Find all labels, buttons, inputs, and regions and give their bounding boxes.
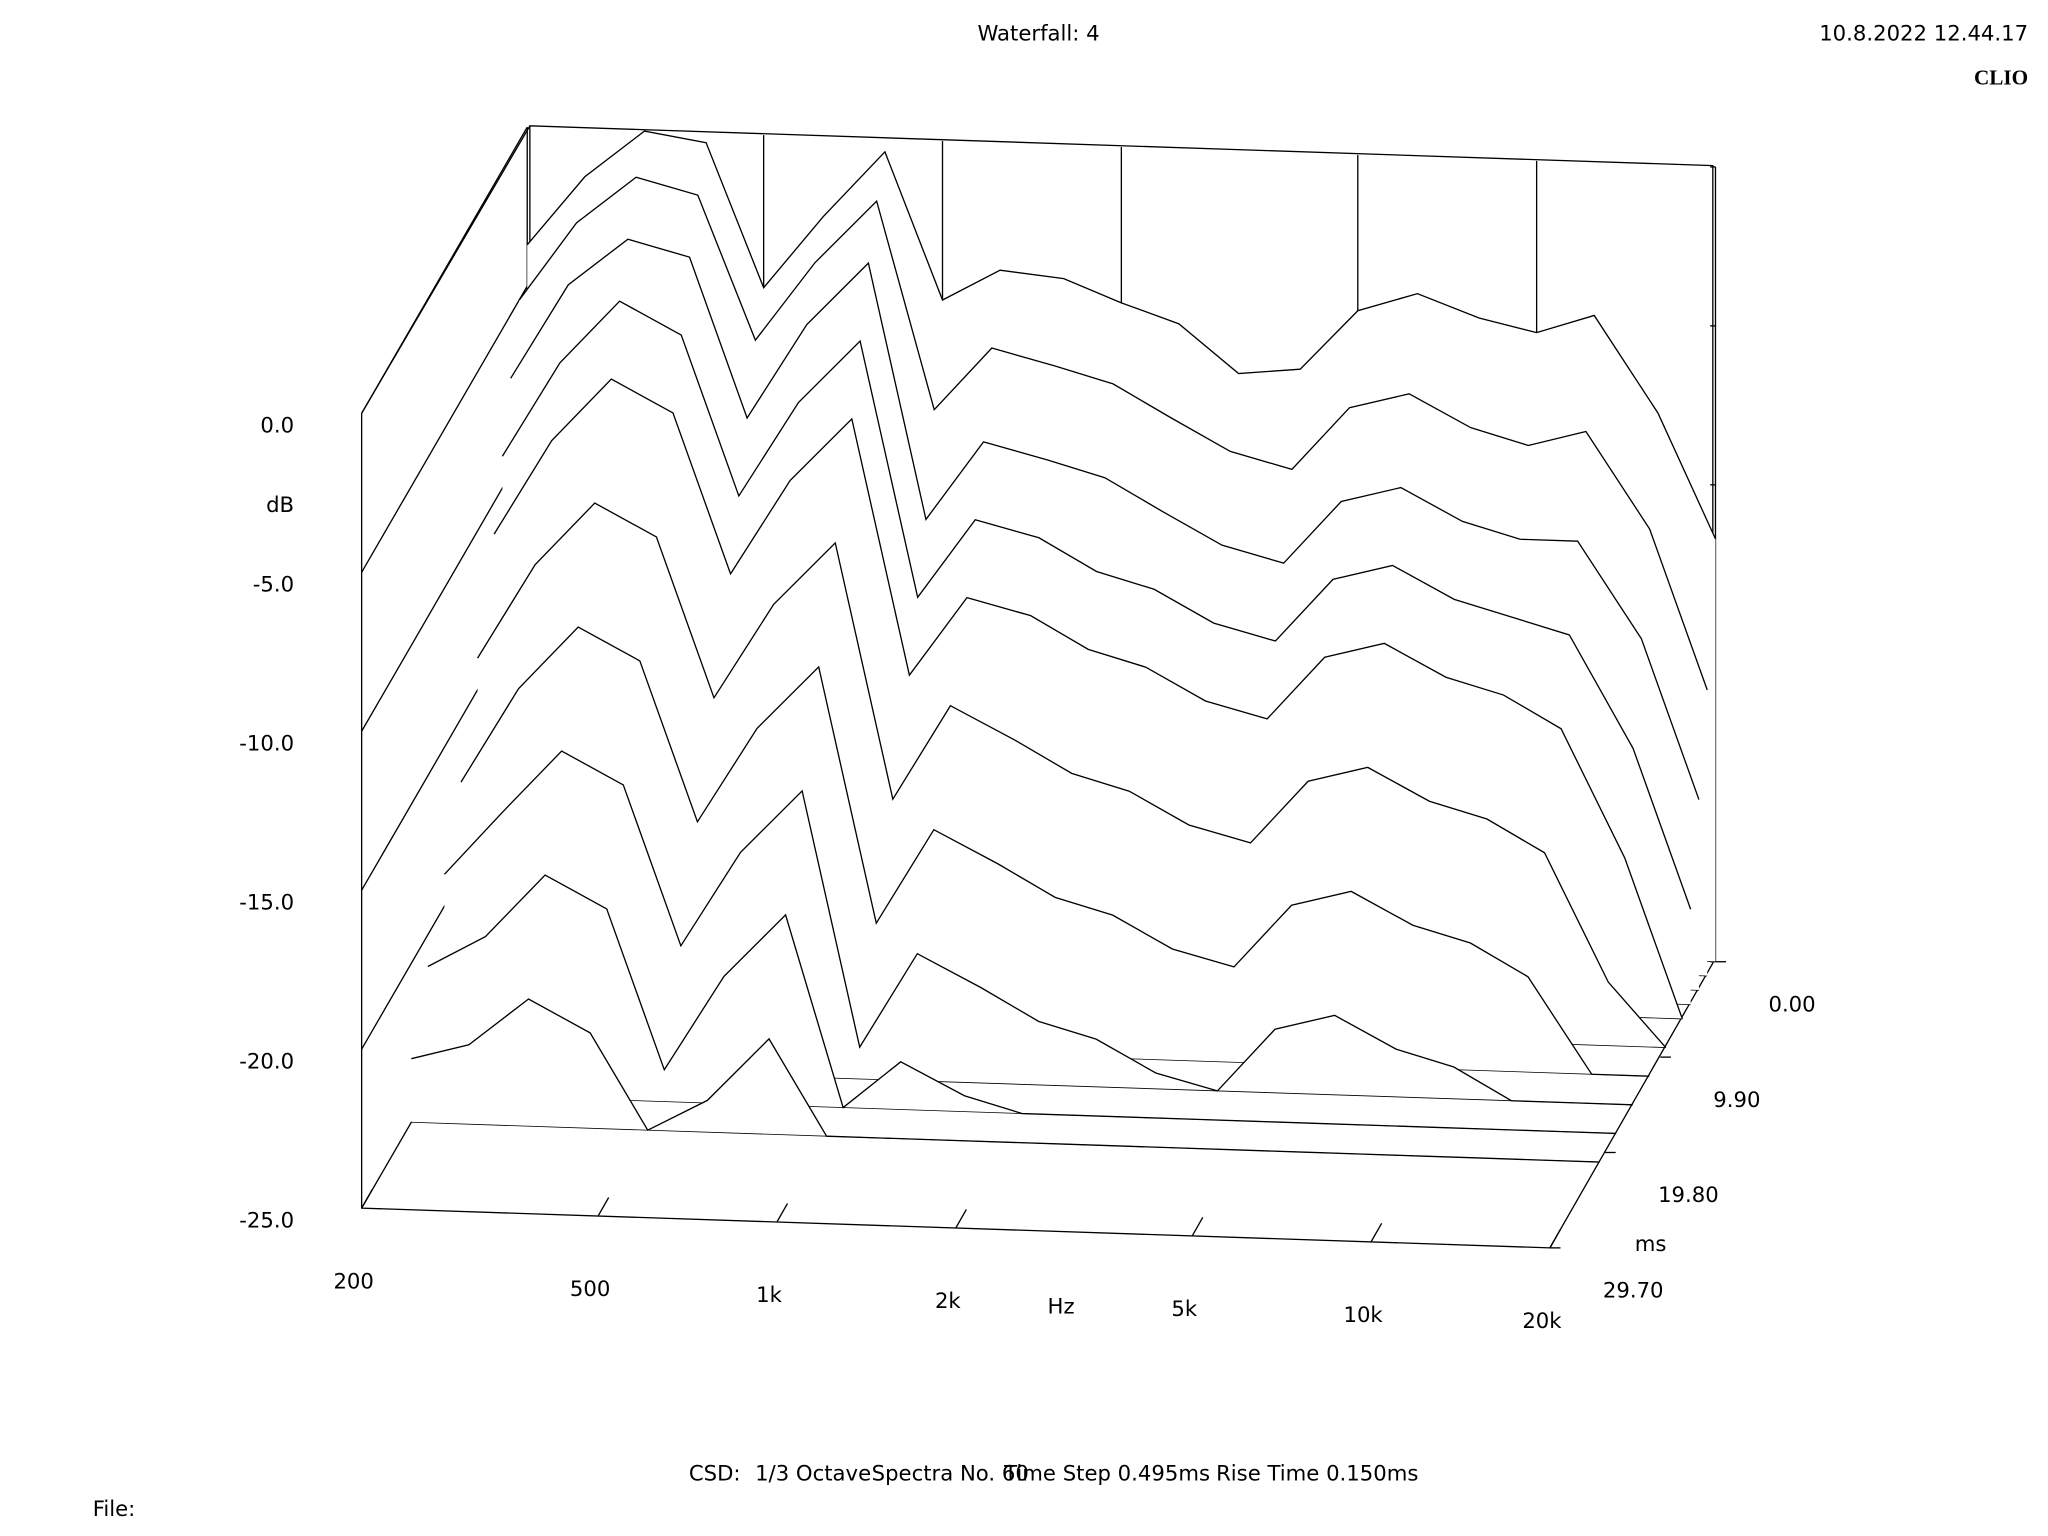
y-tick-label: -20.0 [239,1048,294,1073]
spectrum [443,750,1633,1106]
y-tick-label: 0.0 [260,413,294,438]
spectrum [460,626,1650,1077]
spectrum-mask [427,875,1617,1134]
x-tick-label: 200 [333,1268,373,1293]
spectrum [518,176,1708,691]
spectrum [526,130,1717,540]
y-tick-label: -10.0 [239,730,294,755]
x-tick-label: 10k [1343,1302,1383,1327]
z-tick-label: 9.90 [1713,1087,1760,1112]
x-tick-mark [361,1189,373,1209]
footer-time-step: Time Step 0.495ms [1003,1460,1210,1485]
grid-line [361,126,528,414]
spectrum-base [411,1121,1600,1163]
x-tick-mark [597,1197,610,1217]
grid-line [361,444,528,732]
x-tick-mark [1370,1223,1383,1243]
chart-title: Waterfall: 4 [977,20,1099,45]
x-tick-label: 5k [1171,1296,1197,1321]
brand: CLIO [1974,65,2028,89]
spectrum [501,300,1692,910]
z-tick-label: 19.80 [1658,1182,1719,1207]
y-axis-label: dB [266,492,294,517]
x-tick-label: 500 [570,1276,610,1301]
spectrum [476,502,1667,1049]
x-tick-mark [955,1209,967,1229]
plot-root: Waterfall: 4 10.8.2022 12.44.17 CLIO dB … [93,20,2028,1521]
spectra [411,130,1717,1163]
x-tick-mark [1191,1217,1204,1237]
footer-mode: CSD: [689,1460,741,1485]
y-tick-label: -25.0 [239,1207,294,1232]
x-tick-mark [1549,1228,1562,1249]
y-tick-label: -15.0 [239,889,294,914]
z-axis-label: ms [1635,1231,1667,1256]
z-tick-label: 0.00 [1768,991,1815,1016]
spectrum [493,378,1683,1020]
spectrum [510,238,1700,800]
y-tick-label: -5.0 [253,572,294,597]
grid-line [361,285,528,573]
footer-smoothing: 1/3 Octave [755,1460,871,1485]
x-tick-label: 2k [935,1288,961,1313]
footer-spectra: Spectra No. 60 [872,1460,1029,1485]
x-tick-label: 20k [1522,1308,1562,1333]
spectrum-mask [411,999,1600,1163]
z-tick-label: 29.70 [1603,1278,1664,1303]
x-tick-label: 1k [756,1282,782,1307]
footer-rise-time: Rise Time 0.150ms [1216,1460,1418,1485]
x-axis-label: Hz [1048,1293,1075,1318]
x-tick-mark [776,1203,789,1223]
file-label: File: [93,1496,136,1521]
timestamp: 10.8.2022 12.44.17 [1819,20,2028,45]
